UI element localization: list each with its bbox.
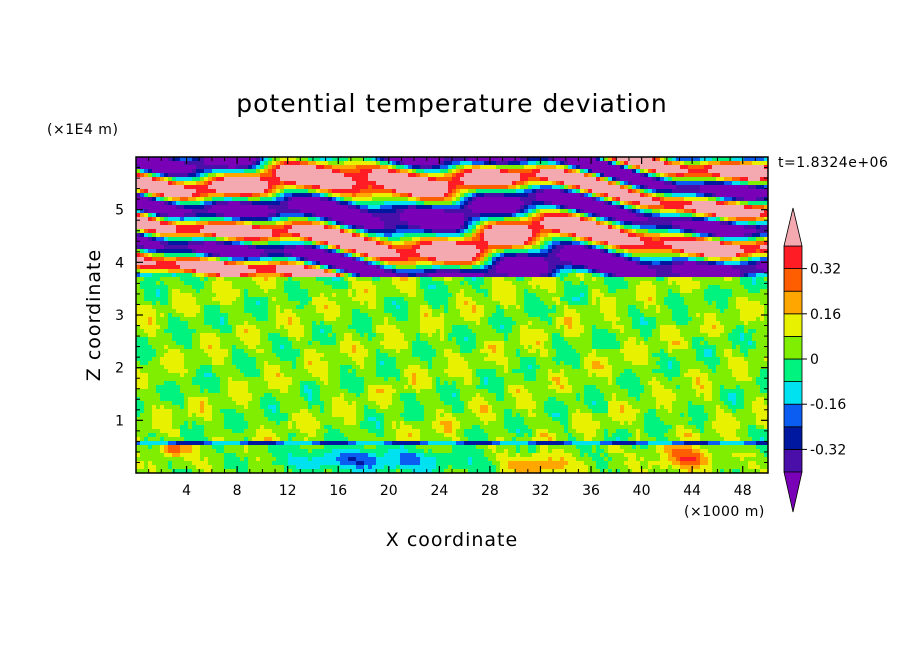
y-axis: 1 2 3 4 5	[115, 167, 768, 463]
x-axis-label: X coordinate	[386, 529, 518, 551]
x-tick-label: 40	[633, 483, 651, 499]
colorbar-swatch	[783, 290, 803, 315]
x-tick-label: 4	[182, 483, 191, 499]
colorbar: -0.32 -0.16 0 0.16 0.32	[783, 207, 846, 513]
y-unit-label: (×1E4 m)	[47, 122, 118, 138]
colorbar-tick-label: -0.16	[810, 397, 846, 413]
x-tick-label: 8	[233, 483, 242, 499]
colorbar-tick-label: 0.32	[810, 262, 841, 278]
chart-title: potential temperature deviation	[236, 89, 667, 118]
y-tick-label: 2	[115, 361, 124, 377]
x-axis: 4 8 12 16 20 24 28 32 36 40 44 48	[148, 157, 756, 499]
y-tick-label: 4	[115, 255, 124, 271]
colorbar-swatch	[783, 403, 803, 428]
y-tick-label: 1	[115, 413, 124, 429]
x-tick-label: 28	[481, 483, 499, 499]
colorbar-swatch	[783, 358, 803, 383]
colorbar-swatch	[783, 381, 803, 405]
heatmap-field	[136, 157, 768, 473]
colorbar-tick-label: 0.16	[810, 307, 841, 323]
x-tick-label: 20	[380, 483, 398, 499]
colorbar-tick-label: -0.32	[810, 442, 846, 458]
x-tick-label: 44	[683, 483, 701, 499]
y-tick-label: 5	[115, 203, 124, 219]
x-tick-label: 48	[734, 483, 752, 499]
colorbar-extend-top	[783, 207, 803, 247]
colorbar-swatch	[783, 448, 803, 473]
x-tick-label: 24	[430, 483, 448, 499]
x-tick-label: 16	[329, 483, 347, 499]
x-unit-label: (×1000 m)	[684, 504, 765, 520]
colorbar-swatch	[783, 426, 803, 450]
y-tick-label: 3	[115, 308, 124, 324]
colorbar-swatch	[783, 245, 803, 270]
colorbar-swatch	[783, 335, 803, 360]
time-label: t=1.8324e+06	[778, 155, 888, 171]
y-axis-label: Z coordinate	[83, 249, 105, 381]
colorbar-swatch	[783, 268, 803, 292]
x-tick-label: 36	[582, 483, 600, 499]
colorbar-tick-label: 0	[810, 352, 819, 368]
colorbar-swatch	[783, 313, 803, 337]
x-tick-label: 32	[532, 483, 550, 499]
colorbar-extend-bottom	[783, 471, 803, 513]
x-tick-label: 12	[279, 483, 297, 499]
